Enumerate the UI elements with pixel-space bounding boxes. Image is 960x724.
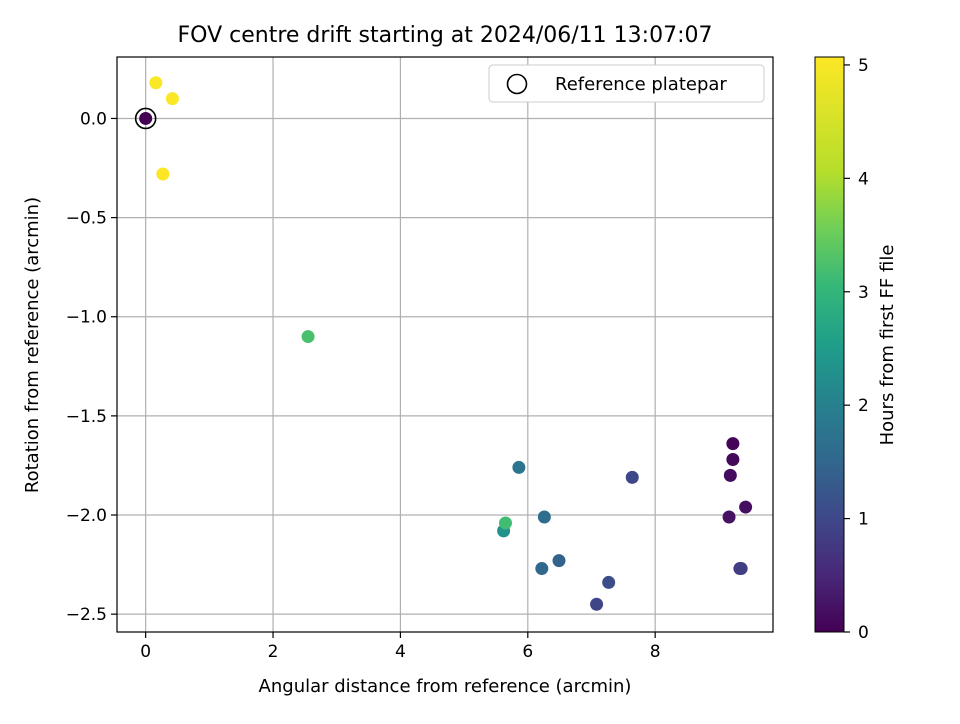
- legend-marker: [506, 73, 528, 95]
- data-point: [512, 460, 526, 474]
- colorbar-label: Hours from first FF file: [877, 245, 898, 446]
- colorbar: 0 1 2 3 4 5 Hours from first FF file: [814, 56, 898, 643]
- colorbar-tick-label: 2: [858, 396, 869, 416]
- data-point: [602, 575, 616, 589]
- y-tick-label: −1.0: [66, 308, 107, 328]
- data-point: [726, 437, 740, 451]
- y-tick-label: −2.0: [66, 506, 107, 526]
- legend-label: Reference platepar: [555, 74, 727, 95]
- legend-box: [488, 64, 765, 103]
- data-point: [535, 562, 549, 576]
- reference-marker: [134, 107, 157, 130]
- data-point: [301, 330, 315, 344]
- colorbar-ticks: 0 1 2 3 4 5: [844, 56, 869, 643]
- data-point: [739, 500, 753, 514]
- colorbar-gradient: [814, 56, 845, 633]
- y-axis-label: Rotation from reference (arcmin): [22, 197, 43, 493]
- data-point: [552, 554, 566, 568]
- data-point: [149, 76, 163, 90]
- colorbar-tick-label: 5: [858, 56, 869, 76]
- data-point: [625, 470, 639, 484]
- y-tick-label: −1.5: [66, 407, 107, 427]
- x-tick-label: 0: [140, 642, 151, 662]
- colorbar-tick-label: 1: [858, 510, 869, 530]
- colorbar-tick-label: 3: [858, 283, 869, 303]
- data-point: [139, 111, 153, 125]
- data-points: [134, 76, 753, 611]
- chart-title: FOV centre drift starting at 2024/06/11 …: [178, 23, 713, 48]
- x-tick-label: 2: [268, 642, 279, 662]
- data-point: [734, 562, 748, 576]
- data-point: [722, 510, 736, 524]
- data-point: [499, 516, 513, 530]
- y-tick-label: 0.0: [80, 109, 107, 129]
- data-point: [726, 453, 740, 466]
- x-axis-label: Angular distance from reference (arcmin): [259, 676, 632, 697]
- data-point: [723, 468, 737, 482]
- colorbar-tick-label: 4: [858, 169, 869, 189]
- x-tick-label: 4: [395, 642, 406, 662]
- y-tick-label: −0.5: [66, 209, 107, 229]
- legend: Reference platepar: [488, 64, 765, 103]
- y-tick-label: −2.5: [66, 605, 107, 625]
- colorbar-tick-label: 0: [858, 623, 869, 643]
- axis-ticks: 0 2 4 6 8 0.0 −0.5 −1.0 −1.5 −2.0 −2.5: [66, 109, 661, 662]
- data-point: [156, 167, 170, 181]
- x-tick-label: 6: [522, 642, 533, 662]
- x-tick-label: 8: [650, 642, 661, 662]
- data-point: [537, 510, 551, 524]
- data-point: [590, 597, 604, 611]
- data-point: [165, 92, 179, 106]
- grid: [117, 57, 773, 632]
- plot-frame: [116, 56, 774, 633]
